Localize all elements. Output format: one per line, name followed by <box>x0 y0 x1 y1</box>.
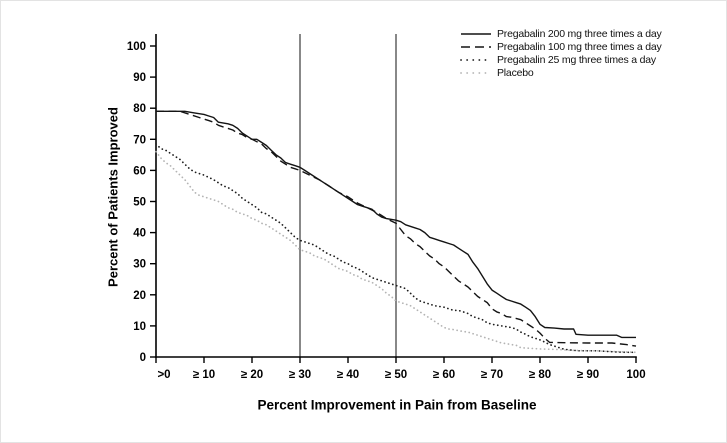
x-tick-label: ≥ 10 <box>193 369 215 381</box>
x-axis-title: Percent Improvement in Pain from Baselin… <box>257 397 537 413</box>
legend-line-sample <box>461 32 491 35</box>
y-axis-title: Percent of Patients Improved <box>105 107 121 287</box>
legend-label: Pregabalin 200 mg three times a day <box>497 27 662 40</box>
y-tick-label: 0 <box>140 352 146 364</box>
y-tick-label: 30 <box>133 259 146 271</box>
legend-label: Placebo <box>497 66 534 79</box>
y-tick-label: 10 <box>133 321 146 333</box>
legend-label: Pregabalin 100 mg three times a day <box>497 40 662 53</box>
legend-item-1: Pregabalin 200 mg three times a day <box>460 27 662 40</box>
y-tick-label: 60 <box>133 165 146 177</box>
x-tick-label: 100 <box>626 369 645 381</box>
y-tick-label: 70 <box>133 134 146 146</box>
legend-item-4: Placebo <box>460 66 662 79</box>
legend: Pregabalin 200 mg three times a day Prega… <box>460 27 662 79</box>
legend-item-2: Pregabalin 100 mg three times a day <box>460 40 662 53</box>
y-tick-label: 100 <box>127 41 146 53</box>
legend-item-3: Pregabalin 25 mg three times a day <box>460 53 662 66</box>
x-tick-label: ≥ 70 <box>481 369 503 381</box>
legend-line-sample <box>460 58 492 61</box>
y-tick-label: 20 <box>133 290 146 302</box>
series-line-4 <box>155 150 637 354</box>
x-tick-label: ≥ 40 <box>337 369 359 381</box>
series-line-2 <box>156 110 637 347</box>
legend-label: Pregabalin 25 mg three times a day <box>497 53 656 66</box>
x-tick-label: >0 <box>157 369 170 381</box>
y-tick-label: 40 <box>133 228 146 240</box>
series-line-3 <box>155 143 637 354</box>
series-line-1 <box>156 110 636 339</box>
x-tick-label: ≥ 30 <box>289 369 311 381</box>
y-tick-label: 50 <box>133 197 146 209</box>
x-tick-label: ≥ 50 <box>385 369 407 381</box>
legend-line-sample <box>460 71 492 74</box>
y-tick-label: 90 <box>133 72 146 84</box>
x-tick-label: ≥ 80 <box>529 369 551 381</box>
legend-line-sample <box>461 45 491 48</box>
x-tick-label: ≥ 60 <box>433 369 455 381</box>
x-tick-label: ≥ 90 <box>577 369 599 381</box>
y-tick-label: 80 <box>133 103 146 115</box>
x-tick-label: ≥ 20 <box>241 369 263 381</box>
